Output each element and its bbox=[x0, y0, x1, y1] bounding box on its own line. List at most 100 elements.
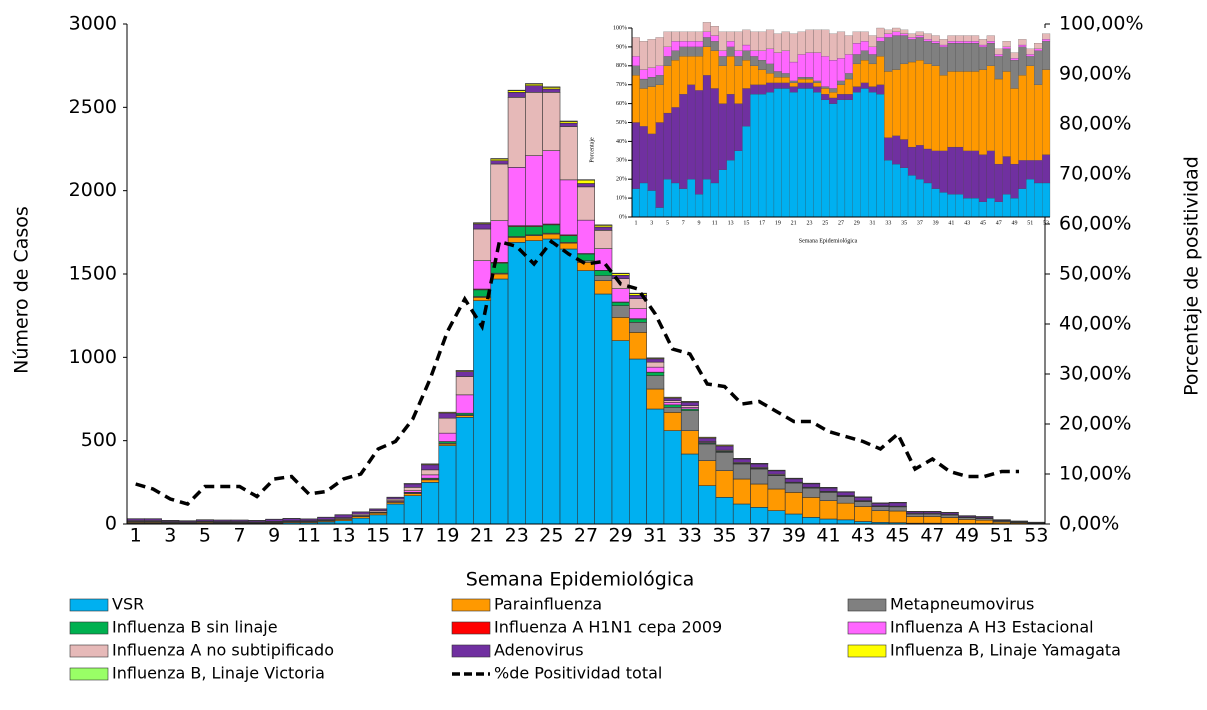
bar-segment bbox=[774, 83, 782, 89]
bar-segment bbox=[719, 56, 727, 65]
bar-segment bbox=[595, 276, 612, 281]
bar-segment bbox=[456, 395, 473, 413]
y-tick-label: 90% bbox=[616, 44, 627, 50]
bar-segment bbox=[1042, 183, 1050, 217]
bar-segment bbox=[640, 183, 648, 217]
bar-segment bbox=[716, 452, 733, 470]
bar-segment bbox=[845, 94, 853, 100]
bar-segment bbox=[924, 183, 932, 217]
bar-segment bbox=[1042, 155, 1050, 183]
x-tick-label: 35 bbox=[901, 220, 907, 226]
bar-segment bbox=[595, 294, 612, 524]
y-tick-label: 1000 bbox=[69, 346, 117, 368]
bar-segment bbox=[595, 230, 612, 248]
x-tick-label: 11 bbox=[297, 525, 321, 547]
legend-swatch bbox=[70, 668, 108, 680]
bar-segment bbox=[806, 77, 814, 79]
bar-segment bbox=[719, 32, 727, 51]
bar-segment bbox=[491, 164, 508, 221]
bar-segment bbox=[987, 151, 995, 198]
bar-segment bbox=[695, 56, 703, 90]
bar-segment bbox=[979, 70, 987, 155]
bar-segment bbox=[703, 47, 711, 75]
bar-segment bbox=[892, 136, 900, 164]
legend-swatch bbox=[452, 645, 490, 657]
bar-segment bbox=[790, 83, 798, 87]
bar-segment bbox=[703, 179, 711, 217]
bar-segment bbox=[924, 34, 932, 40]
x-tick-label: 17 bbox=[401, 525, 425, 547]
bar-segment bbox=[803, 484, 820, 487]
bar-segment bbox=[924, 149, 932, 183]
bar-segment bbox=[947, 147, 955, 194]
bar-segment bbox=[782, 51, 790, 74]
bar-segment bbox=[798, 83, 806, 89]
bar-segment bbox=[648, 77, 656, 86]
bar-segment bbox=[1003, 41, 1011, 47]
bar-segment bbox=[664, 179, 672, 217]
bar-segment bbox=[751, 469, 768, 484]
bar-segment bbox=[995, 56, 1003, 79]
bar-segment bbox=[932, 36, 940, 42]
bar-segment bbox=[664, 412, 681, 430]
bar-segment bbox=[806, 83, 814, 89]
bar-segment bbox=[987, 43, 995, 66]
bar-segment bbox=[751, 464, 768, 467]
bar-segment bbox=[711, 183, 719, 217]
bar-segment bbox=[1018, 189, 1026, 217]
bar-segment bbox=[439, 433, 456, 441]
bar-segment bbox=[758, 70, 766, 85]
bar-segment bbox=[656, 66, 664, 75]
bar-segment bbox=[742, 30, 750, 45]
bar-segment bbox=[869, 54, 877, 63]
bar-segment bbox=[774, 77, 782, 83]
bar-segment bbox=[987, 66, 995, 151]
bar-segment bbox=[695, 47, 703, 56]
bar-segment bbox=[1018, 75, 1026, 160]
x-tick-label: 7 bbox=[682, 220, 685, 226]
bar-segment bbox=[869, 92, 877, 217]
bar-segment bbox=[908, 175, 916, 217]
bar-segment bbox=[889, 503, 906, 506]
bar-segment bbox=[908, 34, 916, 38]
bar-segment bbox=[629, 319, 646, 322]
y2-tick-label: 90,00% bbox=[1059, 63, 1131, 85]
bar-segment bbox=[1026, 66, 1034, 161]
bar-segment bbox=[837, 492, 854, 495]
legend-label: Influenza A H1N1 cepa 2009 bbox=[494, 618, 722, 637]
bar-segment bbox=[656, 85, 664, 123]
bar-segment bbox=[1011, 88, 1019, 164]
x-tick-label: 33 bbox=[885, 220, 891, 226]
legend-swatch bbox=[848, 599, 886, 611]
bar-segment bbox=[955, 147, 963, 194]
bar-segment bbox=[473, 223, 490, 224]
bar-segment bbox=[664, 66, 672, 113]
bar-segment bbox=[876, 85, 884, 94]
bar-segment bbox=[543, 239, 560, 524]
x-tick-label: 41 bbox=[948, 220, 954, 226]
x-tick-label: 33 bbox=[678, 525, 702, 547]
legend-label: Adenovirus bbox=[494, 641, 584, 660]
bar-segment bbox=[872, 511, 889, 523]
bar-segment bbox=[711, 36, 719, 42]
bar-segment bbox=[766, 83, 774, 92]
bar-segment bbox=[884, 71, 892, 137]
bar-segment bbox=[719, 51, 727, 57]
bar-segment bbox=[629, 309, 646, 319]
x-tick-label: 29 bbox=[609, 525, 633, 547]
bar-segment bbox=[711, 26, 719, 35]
bar-segment bbox=[612, 341, 629, 524]
x-tick-label: 17 bbox=[759, 220, 765, 226]
bar-segment bbox=[987, 36, 995, 42]
bar-segment bbox=[924, 517, 941, 524]
bar-segment bbox=[820, 492, 837, 500]
bar-segment bbox=[727, 160, 735, 217]
bar-segment bbox=[543, 87, 560, 88]
bar-segment bbox=[790, 92, 798, 217]
bar-segment bbox=[963, 198, 971, 217]
bar-segment bbox=[884, 138, 892, 161]
bar-segment bbox=[648, 134, 656, 191]
bar-segment bbox=[335, 515, 352, 518]
bar-segment bbox=[947, 194, 955, 217]
bar-segment bbox=[1034, 85, 1042, 161]
